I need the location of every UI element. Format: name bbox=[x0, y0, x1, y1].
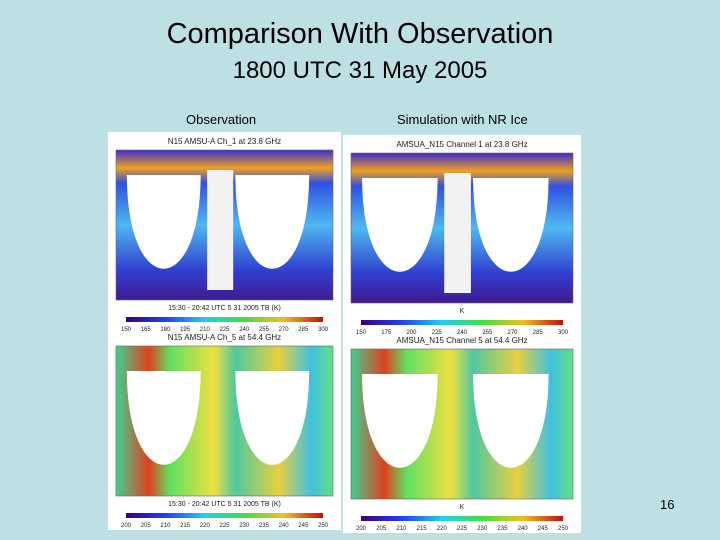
colorbar-tick-label: 225 bbox=[219, 523, 230, 529]
colorbar-tick-label: 200 bbox=[356, 526, 367, 532]
page-number: 16 bbox=[660, 497, 675, 512]
slide-subtitle: 1800 UTC 31 May 2005 bbox=[232, 57, 488, 84]
map-caption: K bbox=[460, 504, 465, 511]
colorbar-tick-label: 220 bbox=[200, 523, 211, 529]
map-caption: 15:30 - 20:42 UTC 5 31 2005 TB (K) bbox=[168, 501, 281, 508]
colorbar-tick-label: 240 bbox=[518, 526, 529, 532]
map-border bbox=[350, 152, 574, 304]
panel-title: N15 AMSU-A Ch_1 at 23.8 GHz bbox=[168, 137, 281, 146]
colorbar-tick-label: 235 bbox=[259, 523, 270, 529]
colorbar-tick-label: 235 bbox=[497, 526, 508, 532]
orbit-gap bbox=[473, 374, 549, 468]
colorbar-tick-label: 220 bbox=[437, 526, 448, 532]
map-gap bbox=[207, 170, 234, 290]
colorbar-tick-label: 150 bbox=[356, 330, 367, 336]
map-gap bbox=[444, 173, 471, 293]
colorbar-tick-label: 225 bbox=[457, 526, 468, 532]
colorbar-tick-label: 245 bbox=[538, 526, 549, 532]
colorbar-tick-label: 175 bbox=[381, 330, 392, 336]
orbit-gap bbox=[235, 371, 310, 465]
orbit-gap bbox=[362, 374, 438, 468]
colorbar-tick-label: 250 bbox=[558, 526, 569, 532]
colorbar-tick-label: 255 bbox=[259, 327, 270, 333]
orbit-gap bbox=[126, 175, 201, 269]
colorbar bbox=[126, 317, 323, 322]
colorbar-tick-label: 180 bbox=[160, 327, 171, 333]
orbit-gap bbox=[126, 371, 201, 465]
column-label: Observation bbox=[186, 112, 257, 127]
colorbar-tick-label: 210 bbox=[160, 523, 171, 529]
colorbar-tick-label: 285 bbox=[298, 327, 309, 333]
colorbar-tick-label: 165 bbox=[141, 327, 152, 333]
column-label: Simulation with NR Ice bbox=[397, 112, 528, 127]
colorbar-tick-label: 300 bbox=[558, 330, 569, 336]
map-border bbox=[115, 345, 334, 497]
colorbar-tick-label: 205 bbox=[141, 523, 152, 529]
panel-title: N15 AMSU-A Ch_5 at 54.4 GHz bbox=[168, 333, 281, 342]
orbit-gap bbox=[235, 175, 310, 269]
colorbar-tick-label: 240 bbox=[239, 327, 250, 333]
colorbar-tick-label: 250 bbox=[318, 523, 329, 529]
colorbar-tick-label: 285 bbox=[533, 330, 544, 336]
orbit-gap bbox=[473, 178, 549, 272]
colorbar-tick-label: 240 bbox=[457, 330, 468, 336]
colorbar-tick-label: 200 bbox=[406, 330, 417, 336]
map-border bbox=[115, 149, 334, 301]
colorbar-tick-label: 270 bbox=[507, 330, 518, 336]
colorbar-tick-label: 240 bbox=[279, 523, 290, 529]
colorbar-tick-label: 205 bbox=[376, 526, 387, 532]
colorbar-tick-label: 195 bbox=[180, 327, 191, 333]
orbit-gap bbox=[362, 178, 438, 272]
colorbar-tick-label: 245 bbox=[298, 523, 309, 529]
map-caption: K bbox=[460, 308, 465, 315]
colorbar-tick-label: 300 bbox=[318, 327, 329, 333]
colorbar-tick-label: 150 bbox=[121, 327, 132, 333]
colorbar bbox=[361, 516, 563, 521]
colorbar-tick-label: 230 bbox=[477, 526, 488, 532]
colorbar-tick-label: 215 bbox=[180, 523, 191, 529]
colorbar-tick-label: 255 bbox=[482, 330, 493, 336]
colorbar bbox=[126, 513, 323, 518]
colorbar-tick-label: 200 bbox=[121, 523, 132, 529]
slide-title: Comparison With Observation bbox=[166, 18, 554, 50]
colorbar-tick-label: 210 bbox=[200, 327, 211, 333]
colorbar bbox=[361, 320, 563, 325]
map-border bbox=[350, 348, 574, 500]
panel-title: AMSUA_N15 Channel 1 at 23.8 GHz bbox=[396, 140, 527, 149]
colorbar-tick-label: 225 bbox=[219, 327, 230, 333]
colorbar-tick-label: 210 bbox=[396, 526, 407, 532]
panel-title: AMSUA_N15 Channel 5 at 54.4 GHz bbox=[396, 336, 527, 345]
map-caption: 15:30 - 20:42 UTC 5 31 2005 TB (K) bbox=[168, 305, 281, 312]
colorbar-tick-label: 225 bbox=[432, 330, 443, 336]
colorbar-tick-label: 215 bbox=[417, 526, 428, 532]
colorbar-tick-label: 270 bbox=[279, 327, 290, 333]
colorbar-tick-label: 230 bbox=[239, 523, 250, 529]
